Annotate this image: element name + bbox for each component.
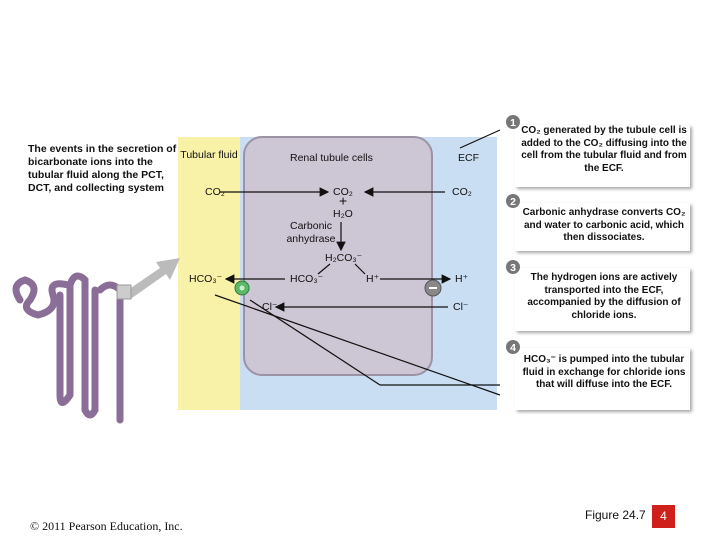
step-number: 4 xyxy=(510,342,516,354)
zoom-arrow xyxy=(125,258,180,298)
step-text: Carbonic anhydrase converts CO₂ and wate… xyxy=(522,207,686,243)
step-number: 3 xyxy=(510,262,516,274)
copyright: © 2011 Pearson Education, Inc. xyxy=(30,519,183,533)
step-number: 2 xyxy=(510,196,516,208)
label: Cl⁻ xyxy=(453,301,469,313)
label: H⁺ xyxy=(366,273,380,285)
label: CO₂ xyxy=(452,186,472,198)
step-boxes xyxy=(515,125,690,410)
enzyme-label: Carbonic anhydrase xyxy=(286,220,336,245)
page-number: 4 xyxy=(660,509,667,523)
label: HCO₃⁻ xyxy=(290,273,324,285)
label: HCO₃⁻ xyxy=(189,273,223,285)
step-text: HCO₃⁻ is pumped into the tubular fluid i… xyxy=(522,354,686,390)
label: H₂O xyxy=(333,208,353,220)
page-badge xyxy=(652,505,675,528)
label: H⁺ xyxy=(455,273,469,285)
zoom-box xyxy=(116,284,132,300)
label: CO₂ xyxy=(333,186,353,198)
step-text: The hydrogen ions are actively transport… xyxy=(527,272,681,321)
label: + xyxy=(339,193,347,209)
region-label: Renal tubule cells xyxy=(290,152,373,164)
step-markers xyxy=(506,115,520,354)
nephron-illustration xyxy=(12,272,124,424)
cell xyxy=(243,136,433,376)
antiport-carrier-core xyxy=(239,285,245,291)
label: Cl⁻ xyxy=(262,301,278,313)
region-label: Tubular fluid xyxy=(180,149,238,161)
label: H₂CO₃⁻ xyxy=(325,252,363,264)
step-number: 1 xyxy=(510,117,516,129)
figure-label: Figure 24.7 xyxy=(585,508,646,522)
description: The events in the secretion of bicarbona… xyxy=(28,143,177,194)
tubular-region xyxy=(178,137,240,410)
arrows xyxy=(214,129,501,396)
region-label: ECF xyxy=(458,152,479,164)
step-text: CO₂ generated by the tubule cell is adde… xyxy=(521,125,687,174)
label: CO₂ xyxy=(205,186,225,198)
